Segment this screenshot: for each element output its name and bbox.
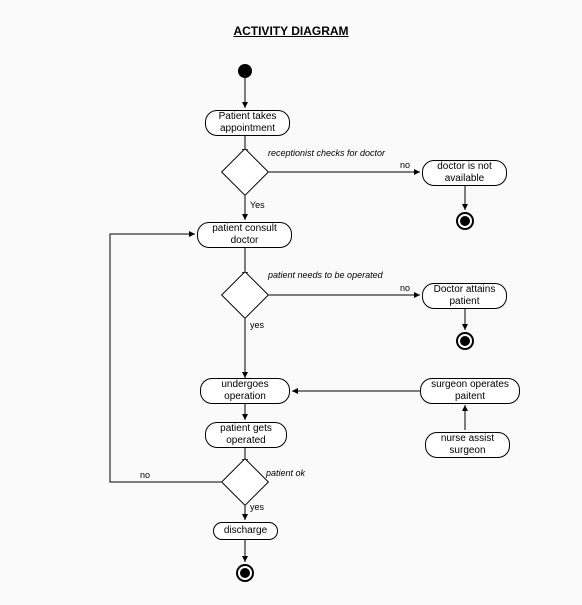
activity-attains: Doctor attainspatient <box>422 283 507 309</box>
activity-label: undergoesoperation <box>221 379 268 403</box>
activity-diagram-canvas: ACTIVITY DIAGRAM <box>0 0 582 605</box>
activity-label: discharge <box>224 525 267 537</box>
activity-consult: patient consultdoctor <box>197 222 292 248</box>
activity-not-available: doctor is notavailable <box>422 160 507 186</box>
edge-label-no: no <box>140 470 150 480</box>
activity-nurse: nurse assistsurgeon <box>425 432 510 458</box>
activity-label: Patient takesappointment <box>219 111 277 135</box>
decision-label: receptionist checks for doctor <box>268 148 385 158</box>
end-node-2 <box>456 332 474 350</box>
edge-label-no: no <box>400 160 410 170</box>
activity-label: Doctor attainspatient <box>434 284 496 308</box>
activity-appointment: Patient takesappointment <box>205 110 290 136</box>
decision-label: patient needs to be operated <box>268 270 383 280</box>
end-node-1 <box>456 212 474 230</box>
activity-operated: patient getsoperated <box>205 422 287 448</box>
edge-label-yes: yes <box>250 320 264 330</box>
activity-discharge: discharge <box>213 522 278 540</box>
diagram-title: ACTIVITY DIAGRAM <box>0 24 582 38</box>
activity-label: patient getsoperated <box>220 423 272 447</box>
activity-label: nurse assistsurgeon <box>441 433 494 457</box>
activity-label: surgeon operatespaitent <box>431 379 509 403</box>
edge-label-yes: yes <box>250 502 264 512</box>
activity-label: patient consultdoctor <box>212 223 277 247</box>
end-node-3 <box>236 564 254 582</box>
decision-operate <box>221 271 269 319</box>
decision-label: patient ok <box>266 468 305 478</box>
activity-label: doctor is notavailable <box>437 161 491 185</box>
activity-surgeon: surgeon operatespaitent <box>420 378 520 404</box>
start-node <box>238 64 252 78</box>
edge-label-yes: Yes <box>250 200 265 210</box>
decision-patient-ok <box>221 458 269 506</box>
activity-undergoes: undergoesoperation <box>200 378 290 404</box>
decision-doctor-check <box>221 148 269 196</box>
edge-label-no: no <box>400 283 410 293</box>
